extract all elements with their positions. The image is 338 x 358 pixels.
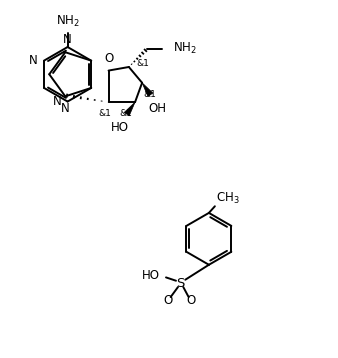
- Text: HO: HO: [111, 121, 129, 135]
- Text: N: N: [63, 33, 71, 46]
- Text: S: S: [176, 277, 185, 290]
- Polygon shape: [142, 83, 153, 96]
- Text: N: N: [29, 54, 38, 67]
- Text: HO: HO: [142, 269, 160, 282]
- Text: CH$_3$: CH$_3$: [216, 190, 240, 205]
- Text: N: N: [53, 95, 62, 108]
- Text: OH: OH: [148, 102, 166, 115]
- Text: &1: &1: [119, 110, 132, 118]
- Text: NH$_2$: NH$_2$: [56, 14, 79, 29]
- Text: NH$_2$: NH$_2$: [173, 41, 197, 56]
- Text: &1: &1: [143, 90, 156, 99]
- Text: N: N: [61, 102, 70, 115]
- Text: O: O: [163, 294, 173, 307]
- Text: &1: &1: [136, 59, 149, 68]
- Text: O: O: [104, 52, 114, 65]
- Polygon shape: [124, 102, 135, 116]
- Text: &1: &1: [98, 110, 111, 118]
- Text: O: O: [187, 294, 196, 307]
